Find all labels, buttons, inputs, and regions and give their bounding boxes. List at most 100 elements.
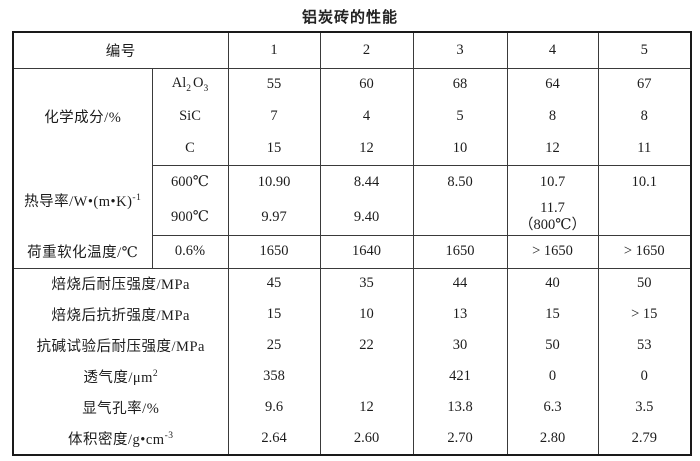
softening-sub-label: 0.6%	[151, 235, 228, 269]
chem-sub-label-c: C	[151, 132, 228, 166]
thermal-sub-label-900: 900℃	[151, 200, 228, 236]
value-cell: 1650	[412, 235, 507, 269]
row-label-superscript: 2	[152, 369, 159, 380]
value-cell: 67	[597, 68, 691, 100]
value-cell: 68	[412, 68, 507, 100]
value-cell: 45	[227, 268, 320, 299]
value-cell: 9.6	[227, 392, 320, 423]
value-cell: 8.50	[412, 165, 507, 200]
table-row-al2o3: 化学成分/% Al2 O3 55 60 68 64 67	[12, 68, 691, 165]
header-label-cell: 编号	[12, 32, 228, 69]
thermal-label-base: 热导率/W•(m•K)	[24, 193, 133, 210]
table-row-porosity: 显气孔率/% 9.6 12 13.8 6.3 3.5	[12, 392, 691, 423]
header-col-cell: 3	[412, 32, 507, 69]
row-label-text: 焙烧后耐压强度/MPa	[51, 277, 190, 294]
value-cell: 2.64	[227, 423, 320, 455]
table-row-header: 编号 1 2 3 4 5	[12, 32, 691, 69]
table-row-flexural-strength: 焙烧后抗折强度/MPa 15 10 13 15 > 15	[12, 299, 691, 330]
row-label: 显气孔率/%	[12, 392, 228, 423]
row-label: 体积密度/g•cm-3	[12, 423, 228, 455]
value-cell: 9.40	[319, 200, 413, 236]
row-label-superscript: -3	[164, 431, 174, 442]
value-cell: > 1650	[506, 235, 598, 269]
value-cell: 50	[506, 330, 598, 361]
value-cell: 12	[319, 392, 413, 423]
table-row-alkali-strength: 抗碱试验后耐压强度/MPa 25 22 30 50 53	[12, 330, 691, 361]
chem-section-label: 化学成分/%	[12, 68, 152, 165]
value-cell: 13	[412, 299, 507, 330]
table-row-compressive-strength: 焙烧后耐压强度/MPa 45 35 44 40 50	[12, 268, 691, 299]
thermal-900-col4-value: 11.7	[540, 200, 565, 217]
value-cell: 0	[597, 361, 691, 392]
value-cell: 12	[506, 132, 598, 166]
value-cell: 12	[319, 132, 413, 166]
value-cell: 5	[412, 100, 507, 132]
value-cell: 1640	[319, 235, 413, 269]
value-cell: 421	[412, 361, 507, 392]
value-cell: 55	[227, 68, 320, 100]
value-cell: 15	[227, 299, 320, 330]
value-cell: 7	[227, 100, 320, 132]
table-row-c: C 15 12 10 12 11	[13, 132, 691, 166]
value-cell: 35	[319, 268, 413, 299]
value-cell: 53	[597, 330, 691, 361]
row-label-text: 体积密度/g•cm	[68, 432, 165, 448]
value-cell: 2.70	[412, 423, 507, 455]
table-row-thermal-600: 热导率/W•(m•K)-1 600℃ 10.90 8.44 8.50 10.7 …	[12, 165, 691, 235]
value-cell: 358	[227, 361, 320, 392]
header-col-cell: 1	[227, 32, 320, 69]
table-row-sic: SiC 7 4 5 8 8	[13, 100, 691, 132]
value-cell	[597, 200, 691, 236]
row-label: 焙烧后抗折强度/MPa	[12, 299, 228, 330]
value-cell: 30	[412, 330, 507, 361]
value-cell: 11.7 （800℃）	[506, 200, 598, 236]
row-label: 焙烧后耐压强度/MPa	[12, 268, 228, 299]
value-cell: 10.7	[506, 165, 598, 200]
value-cell: 2.80	[506, 423, 598, 455]
header-col-cell: 4	[506, 32, 598, 69]
table-row-softening: 荷重软化温度/℃ 0.6% 1650 1640 1650 > 1650 > 16…	[12, 235, 691, 269]
value-cell: 3.5	[597, 392, 691, 423]
value-cell: 8	[506, 100, 598, 132]
value-cell: 10	[412, 132, 507, 166]
al2o3-base: Al	[171, 74, 187, 91]
value-cell: 64	[506, 68, 598, 100]
row-label-text: 焙烧后抗折强度/MPa	[51, 308, 190, 324]
table-row-permeability: 透气度/μm2 358 421 0 0	[12, 361, 691, 392]
table-title: 铝炭砖的性能	[301, 10, 398, 26]
value-cell: 50	[597, 268, 691, 299]
header-col-cell: 5	[597, 32, 691, 69]
thermal-section-label: 热导率/W•(m•K)-1	[12, 165, 152, 235]
value-cell: > 15	[597, 299, 691, 330]
value-cell: 25	[227, 330, 320, 361]
value-cell: 10	[319, 299, 413, 330]
row-label-text: 抗碱试验后耐压强度/MPa	[36, 339, 205, 355]
value-cell: 13.8	[412, 392, 507, 423]
value-cell: 4	[319, 100, 413, 132]
value-cell: 10.90	[227, 165, 320, 200]
table-row-bulk-density: 体积密度/g•cm-3 2.64 2.60 2.70 2.80 2.79	[12, 423, 691, 455]
al2o3-subscript: 3	[203, 83, 209, 94]
value-cell: 8	[597, 100, 691, 132]
chem-sub-label-al2o3: Al2 O3	[151, 68, 228, 100]
chem-sub-label-sic: SiC	[151, 100, 228, 132]
value-cell: 8.44	[319, 165, 413, 200]
value-cell: 15	[227, 132, 320, 166]
value-cell: 2.60	[319, 423, 413, 455]
value-cell: 6.3	[506, 392, 598, 423]
row-label: 透气度/μm2	[12, 361, 228, 392]
value-cell: 60	[319, 68, 413, 100]
row-label-text: 透气度/μm	[83, 370, 153, 386]
header-col-cell: 2	[319, 32, 413, 69]
value-cell: 1650	[227, 235, 320, 269]
value-cell: 9.97	[227, 200, 320, 236]
value-cell: 22	[319, 330, 413, 361]
value-cell: > 1650	[597, 235, 691, 269]
al2o3-mid: O	[193, 74, 204, 91]
softening-label: 荷重软化温度/℃	[12, 235, 152, 269]
value-cell	[412, 200, 507, 236]
row-label-text: 显气孔率/%	[82, 401, 160, 417]
value-cell: 44	[412, 268, 507, 299]
value-cell: 40	[506, 268, 598, 299]
properties-table: 编号 1 2 3 4 5 化学成分/% Al2 O3 55 60 68 64 67…	[12, 31, 692, 456]
